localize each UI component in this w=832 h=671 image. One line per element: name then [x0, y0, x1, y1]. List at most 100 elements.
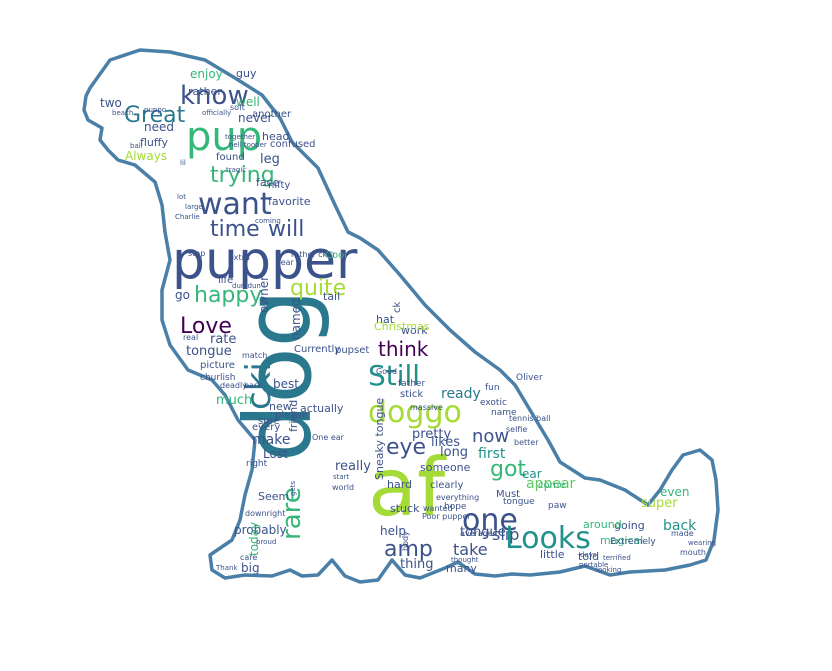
cloud-word: hat	[376, 313, 395, 326]
cloud-word: Must	[496, 489, 520, 500]
cloud-word: guy	[236, 67, 257, 80]
cloud-word: officially	[202, 109, 231, 117]
cloud-word: bark	[244, 381, 262, 390]
cloud-word: Currently	[294, 344, 340, 355]
cloud-word: first	[478, 446, 506, 462]
cloud-word: Thank	[215, 564, 238, 572]
cloud-word: terrified	[603, 554, 631, 562]
cloud-word: large	[185, 203, 203, 211]
cloud-word: favorite	[268, 195, 311, 208]
cloud-word: rare	[277, 487, 307, 540]
cloud-word: portable	[579, 561, 608, 569]
cloud-word: really	[335, 459, 371, 474]
cloud-word: picture	[200, 360, 235, 371]
cloud-word: need	[144, 120, 174, 134]
cloud-word: take	[453, 540, 488, 559]
cloud-word: think	[378, 337, 429, 361]
cloud-word: care	[240, 553, 257, 562]
cloud-word: tongue	[503, 497, 535, 507]
cloud-word: Cool	[325, 250, 347, 261]
cloud-word: ready	[441, 386, 481, 402]
cloud-word: together	[225, 133, 255, 141]
cloud-word: clearly	[430, 480, 463, 491]
cloud-word: lil	[180, 159, 186, 167]
cloud-word: stick	[400, 389, 423, 400]
cloud-word: know	[180, 81, 249, 111]
cloud-word: father	[398, 379, 425, 389]
cloud-word: deadly	[220, 381, 247, 390]
cloud-word: tongue	[186, 344, 232, 359]
cloud-word: come	[538, 480, 566, 491]
cloud-word: pretty	[412, 427, 452, 442]
cloud-word: af	[368, 441, 447, 534]
cloud-word: happy	[194, 283, 262, 308]
cloud-word: super	[641, 496, 678, 511]
cloud-word: new	[269, 400, 292, 413]
cloud-word: head	[262, 130, 289, 143]
cloud-word: tennis ball	[509, 414, 551, 423]
cloud-word: Always	[125, 149, 167, 163]
cloud-word: real	[183, 333, 198, 342]
cloud-word: Sneaky tongue	[373, 398, 386, 480]
cloud-word: work	[401, 324, 428, 337]
cloud-word: selfie	[506, 425, 527, 434]
cloud-word: many	[446, 562, 477, 575]
cloud-word: make	[252, 432, 290, 448]
cloud-word: Poor pupper	[422, 512, 471, 521]
cloud-word: time	[210, 217, 260, 242]
cloud-word: will	[268, 217, 304, 242]
cloud-word: face	[256, 176, 280, 189]
cloud-word: body	[401, 531, 410, 551]
cloud-word: probably	[234, 523, 287, 537]
cloud-word: name	[491, 408, 517, 418]
cloud-word: looking	[596, 566, 621, 574]
cloud-word: days	[580, 551, 597, 559]
cloud-word: likes	[431, 435, 460, 450]
cloud-word: stuck	[390, 502, 420, 515]
cloud-word: extra	[229, 253, 250, 262]
cloud-word: appear	[526, 476, 576, 492]
cloud-word: soft	[230, 103, 245, 112]
cloud-word: coming	[255, 217, 281, 225]
cloud-word: dun dun	[232, 282, 261, 290]
cloud-word: confused	[270, 139, 316, 150]
cloud-word: got	[490, 457, 526, 482]
cloud-word: Charlie	[175, 213, 200, 221]
cloud-word: tongue	[460, 525, 506, 540]
cloud-word: owner	[257, 276, 271, 313]
cloud-word: rate	[210, 332, 236, 347]
cloud-word: Looks	[505, 521, 591, 556]
cloud-word: long	[440, 445, 468, 460]
cloud-word: stop	[188, 249, 205, 258]
cloud-word: better	[514, 438, 539, 447]
cloud-word: ball	[130, 142, 143, 150]
cloud-word: enjoy	[190, 67, 223, 81]
dog-silhouette-outline	[82, 48, 720, 584]
cloud-word: one	[462, 503, 518, 538]
cloud-word: hard	[387, 478, 412, 491]
cloud-word: trying	[210, 163, 275, 188]
cloud-word: lot	[177, 193, 186, 201]
cloud-word: much	[216, 393, 252, 408]
cloud-word: beach	[112, 109, 133, 117]
cloud-word: life	[218, 275, 233, 286]
cloud-word: told	[578, 550, 599, 563]
cloud-word: every	[252, 422, 280, 433]
cloud-word: everything	[436, 493, 479, 502]
cloud-word: match	[242, 351, 267, 360]
cloud-word: average	[460, 529, 493, 538]
cloud-word: hope	[444, 502, 467, 512]
cloud-word: Seem	[258, 490, 289, 503]
cloud-word: thing	[400, 557, 433, 572]
cloud-word: dog	[225, 289, 332, 462]
cloud-word: puppo	[144, 106, 166, 114]
cloud-word: around	[583, 518, 622, 531]
cloud-word: named	[289, 298, 303, 340]
cloud-word: magical	[600, 534, 643, 547]
cloud-word: mouth	[680, 548, 706, 557]
cloud-word: ear	[522, 467, 542, 481]
cloud-word: fun	[485, 383, 500, 393]
cloud-word: back	[663, 518, 697, 534]
cloud-word: exotic	[480, 398, 507, 408]
